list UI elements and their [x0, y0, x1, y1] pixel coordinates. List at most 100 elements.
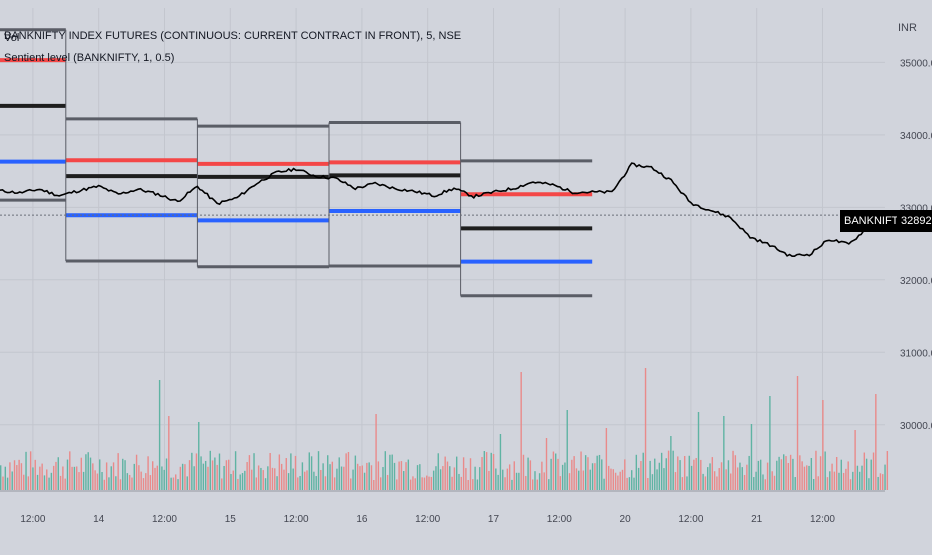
volume-bar	[430, 476, 433, 490]
volume-bar	[110, 466, 112, 490]
volume-bar	[656, 469, 658, 490]
volume-bar	[444, 456, 446, 490]
volume-bar	[589, 469, 591, 490]
volume-bar	[716, 476, 718, 490]
volume-bar	[363, 472, 366, 490]
volume-bar	[285, 458, 287, 490]
volume-bar	[135, 454, 138, 490]
volume-bar	[455, 456, 458, 490]
volume-bar	[20, 463, 23, 490]
volume-bar	[154, 467, 156, 490]
volume-bar	[177, 479, 179, 490]
volume-bar	[301, 462, 304, 490]
symbol-price-tag: BANKNIFTYM2022	[840, 210, 932, 232]
volume-bar	[214, 457, 216, 490]
volume-bar	[835, 456, 838, 490]
price-tick-label: 35000.00	[900, 58, 932, 69]
volume-bar	[423, 477, 426, 490]
volume-bar	[112, 462, 115, 490]
volume-bar	[175, 474, 177, 490]
volume-bar	[527, 457, 529, 490]
volume-bar	[280, 463, 283, 490]
volume-bar	[865, 458, 868, 490]
volume-bar	[290, 453, 292, 490]
volume-bar	[57, 457, 59, 490]
volume-bar	[718, 468, 720, 490]
volume-bar	[485, 452, 488, 490]
volume-bar	[324, 476, 327, 490]
volume-bar	[147, 456, 149, 490]
price-tick-label: 32000.00	[900, 276, 932, 287]
volume-bar	[746, 464, 748, 490]
volume-bar	[872, 452, 875, 490]
volume-bar	[48, 477, 50, 490]
indicator-vol-label[interactable]: Vol	[4, 32, 20, 44]
volume-bar	[105, 462, 108, 490]
volume-bar	[771, 471, 773, 490]
volume-bar	[750, 424, 753, 490]
volume-bar	[267, 466, 269, 490]
time-tick-label: 14	[93, 514, 105, 525]
volume-bar	[435, 466, 437, 490]
volume-bar	[449, 466, 451, 490]
volume-bar	[810, 457, 813, 490]
volume-bar	[412, 476, 414, 490]
time-tick-label: 21	[751, 514, 763, 525]
volume-bar	[6, 477, 9, 490]
time-tick-label: 12:00	[20, 514, 45, 525]
volume-bar	[52, 465, 55, 490]
volume-bar	[103, 479, 106, 490]
volume-bar	[313, 471, 315, 490]
volume-bar	[347, 452, 350, 490]
volume-bar	[654, 458, 656, 490]
volume-bar	[108, 477, 110, 490]
volume-bar	[852, 471, 854, 490]
volume-bar	[297, 477, 299, 490]
volume-bar	[826, 477, 829, 490]
volume-bar	[465, 468, 467, 490]
volume-bar	[776, 460, 778, 490]
volume-bar	[209, 450, 211, 490]
volume-bar	[117, 453, 119, 490]
indicator-sentiment-label[interactable]: Sentient level (BANKNIFTY, 1, 0.5)	[4, 52, 175, 64]
volume-bar	[877, 476, 879, 490]
volume-bar	[92, 463, 94, 490]
volume-bar	[773, 475, 776, 490]
volume-bar	[119, 479, 122, 490]
volume-bar	[336, 468, 338, 490]
volume-bar	[856, 465, 859, 490]
volume-bar	[808, 465, 810, 490]
volume-bar	[849, 479, 852, 490]
volume-bar	[27, 476, 30, 490]
volume-bar	[702, 473, 704, 490]
volume-bar	[633, 477, 635, 490]
volume-bar	[647, 478, 649, 490]
volume-bar	[601, 459, 603, 490]
volume-bar	[842, 472, 845, 490]
time-tick-label: 15	[225, 514, 237, 525]
volume-bar	[145, 473, 147, 490]
volume-bar	[128, 474, 131, 490]
volume-bar	[126, 473, 129, 490]
volume-bar	[230, 473, 232, 490]
volume-bar	[276, 476, 278, 490]
volume-bar	[9, 462, 11, 490]
volume-bar	[559, 476, 562, 490]
volume-bar	[149, 475, 152, 490]
volume-bar	[69, 451, 71, 490]
volume-bar	[442, 466, 444, 490]
price-tick-label: 34000.00	[900, 131, 932, 142]
volume-bar	[803, 466, 806, 490]
volume-bar	[520, 372, 522, 490]
last-price-tag: 32892.00	[897, 210, 932, 232]
volume-bar	[511, 479, 513, 490]
volume-bar	[663, 468, 665, 490]
volume-bar	[251, 469, 253, 490]
volume-bar	[400, 461, 403, 490]
volume-bar	[642, 452, 644, 490]
volume-bar	[94, 470, 96, 490]
volume-bar	[469, 458, 472, 490]
volume-bar	[345, 453, 347, 490]
